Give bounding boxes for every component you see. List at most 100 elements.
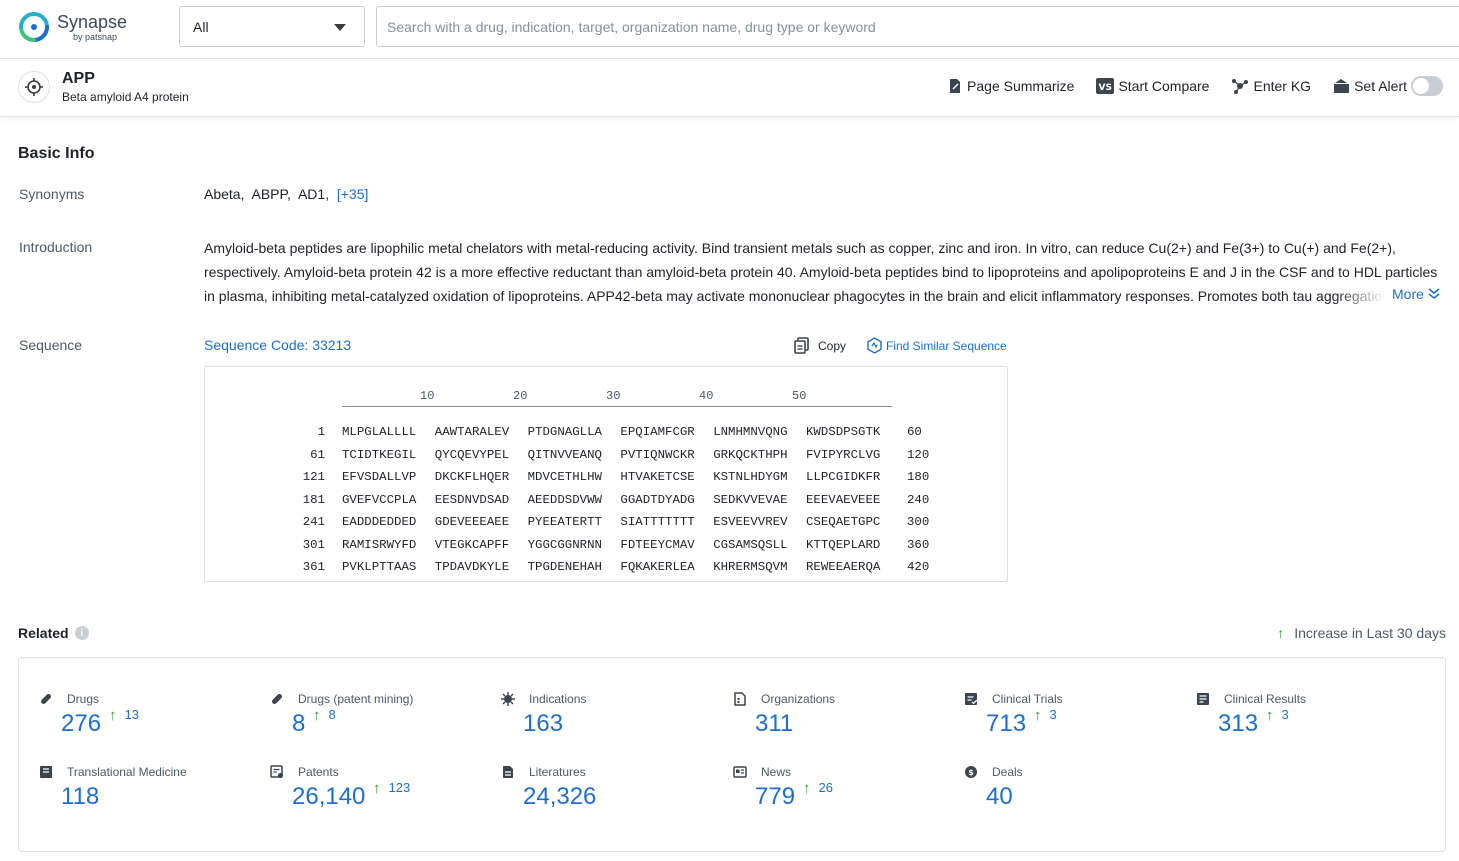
sequence-row-start: 181 — [205, 493, 325, 507]
introduction-text: Amyloid-beta peptides are lipophilic met… — [204, 236, 1446, 308]
stat-increase: ↑123 — [373, 780, 410, 797]
stat-drugs[interactable]: Drugs276↑13 — [39, 692, 259, 752]
target-name: APP — [62, 70, 95, 88]
stat-label-text: Translational Medicine — [67, 765, 187, 779]
sequence-chunk: QITNVVEANQ — [528, 448, 602, 462]
set-alert-label: Set Alert — [1354, 78, 1407, 94]
synonyms-more-link[interactable]: [+35] — [337, 186, 369, 202]
stat-drugs-patent-mining[interactable]: Drugs (patent mining) 8 ↑8 — [270, 692, 490, 752]
sequence-chunk: GGADTDYADG — [620, 493, 694, 507]
top-bar: Synapse by patsnap All — [0, 0, 1459, 59]
sequence-row-start: 301 — [205, 538, 325, 552]
sequence-chunk: FQKAKERLEA — [620, 560, 694, 574]
find-similar-sequence-button[interactable]: Find Similar Sequence — [866, 337, 1007, 354]
stat-value[interactable]: 24,326 — [523, 783, 596, 811]
knowledge-graph-icon — [1231, 78, 1249, 94]
search-scope-select[interactable]: All — [179, 6, 365, 47]
sequence-row-end: 60 — [907, 425, 922, 439]
stat-label: Patents — [270, 765, 339, 779]
stat-value[interactable]: 26,140 — [292, 783, 365, 811]
sequence-chunk: MDVCETHLHW — [528, 470, 602, 484]
page-summarize-button[interactable]: Page Summarize — [947, 78, 1074, 94]
stat-value[interactable]: 8 — [292, 710, 305, 738]
up-arrow-icon: ↑ — [1277, 625, 1284, 641]
sequence-label: Sequence — [19, 337, 82, 353]
stat-label: News — [733, 765, 791, 779]
svg-text:VS: VS — [1099, 83, 1112, 93]
sequence-chunk: DKCKFLHQER — [435, 470, 509, 484]
stat-label-text: Literatures — [529, 765, 586, 779]
find-similar-label: Find Similar Sequence — [886, 339, 1007, 353]
stat-label-text: Clinical Trials — [992, 692, 1063, 706]
sequence-chunk: TPGDENEHAH — [528, 560, 602, 574]
stat-increase: ↑26 — [803, 780, 833, 797]
sequence-chunk: AEEDDSDVWW — [528, 493, 602, 507]
sequence-chunk: SEDKVVEVAE — [713, 493, 787, 507]
introduction-label: Introduction — [19, 239, 92, 255]
ruler-tick: 20 — [513, 389, 527, 403]
stat-value[interactable]: 163 — [523, 710, 563, 738]
stat-organizations[interactable]: Organizations311 — [733, 692, 953, 752]
stat-label-text: Patents — [298, 765, 339, 779]
sequence-code-link[interactable]: Sequence Code: 33213 — [204, 337, 351, 353]
sequence-chunk: GRKQCKTHPH — [713, 448, 787, 462]
stat-increase-value: 3 — [1282, 707, 1289, 722]
stat-increase: ↑3 — [1266, 707, 1289, 724]
info-icon[interactable]: i — [75, 626, 89, 640]
stat-clinical-trials[interactable]: Clinical Trials713↑3 — [964, 692, 1184, 752]
sequence-chunk: KSTNLHDYGM — [713, 470, 787, 484]
report-icon — [1196, 692, 1217, 706]
up-arrow-icon: ↑ — [803, 780, 811, 797]
stat-value[interactable]: 311 — [755, 710, 793, 738]
up-arrow-icon: ↑ — [1266, 707, 1274, 724]
enter-kg-button[interactable]: Enter KG — [1231, 78, 1311, 94]
stat-label-text: Deals — [992, 765, 1023, 779]
sequence-row-end: 240 — [907, 493, 929, 507]
alert-icon — [1333, 78, 1350, 94]
stat-clinical-results[interactable]: Clinical Results313↑3 — [1196, 692, 1416, 752]
sequence-row-start: 241 — [205, 515, 325, 529]
stat-indications[interactable]: Indications163 — [501, 692, 721, 752]
related-title: Related i — [18, 625, 89, 641]
stat-label: Drugs (patent mining) — [270, 692, 413, 706]
search-input[interactable] — [376, 6, 1459, 47]
set-alert-control[interactable]: Set Alert — [1333, 76, 1443, 96]
stat-value[interactable]: 40 — [986, 783, 1013, 811]
stat-patents[interactable]: Patents 26,140 ↑123 — [270, 765, 490, 825]
related-title-label: Related — [18, 625, 69, 641]
sequence-row-start: 361 — [205, 560, 325, 574]
sequence-viewer[interactable]: 10 20 30 40 50 1MLPGLALLLLAAWTARALEVPTDG… — [204, 366, 1008, 582]
stat-deals[interactable]: $Deals40 — [964, 765, 1184, 825]
stat-news[interactable]: News 779 ↑26 — [733, 765, 953, 825]
stat-increase-value: 3 — [1050, 707, 1057, 722]
sequence-row-end: 120 — [907, 448, 929, 462]
stat-value[interactable]: 713 — [986, 710, 1026, 738]
stat-increase: ↑8 — [313, 707, 336, 724]
stat-value[interactable]: 313 — [1218, 710, 1258, 738]
sequence-chunk: VTEGKCAPFF — [435, 538, 509, 552]
related-stats-panel: Drugs276↑13 Drugs (patent mining) 8 ↑8 Indic… — [18, 657, 1446, 852]
toggle-knob — [1413, 78, 1429, 94]
stat-value[interactable]: 276 — [61, 710, 101, 738]
sequence-chunk: EADDDEDDED — [342, 515, 416, 529]
logo-subtext: by patsnap — [73, 32, 117, 42]
synonym: AD1, — [298, 186, 329, 202]
set-alert-toggle[interactable] — [1411, 76, 1443, 96]
start-compare-button[interactable]: VS Start Compare — [1096, 78, 1209, 94]
sequence-chunk: EPQIAMFCGR — [620, 425, 694, 439]
stat-value[interactable]: 779 — [755, 783, 795, 811]
target-icon — [18, 71, 50, 103]
sequence-chunk: EESDNVDSAD — [435, 493, 509, 507]
more-button[interactable]: More — [1392, 286, 1441, 302]
summarize-icon — [947, 78, 963, 94]
synapse-logo[interactable]: Synapse by patsnap — [17, 10, 137, 46]
stat-literatures[interactable]: Literatures 24,326 — [501, 765, 721, 825]
sequence-ruler: 10 20 30 40 50 — [342, 389, 892, 407]
stat-value[interactable]: 118 — [61, 783, 99, 811]
stat-translational-medicine[interactable]: Translational Medicine 118 — [39, 765, 259, 825]
news-icon — [733, 765, 754, 779]
sequence-chunk: CSEQAETGPC — [806, 515, 880, 529]
copy-button[interactable]: Copy — [794, 337, 846, 354]
sequence-chunk: LLPCGIDKFR — [806, 470, 880, 484]
document-icon — [501, 765, 522, 779]
